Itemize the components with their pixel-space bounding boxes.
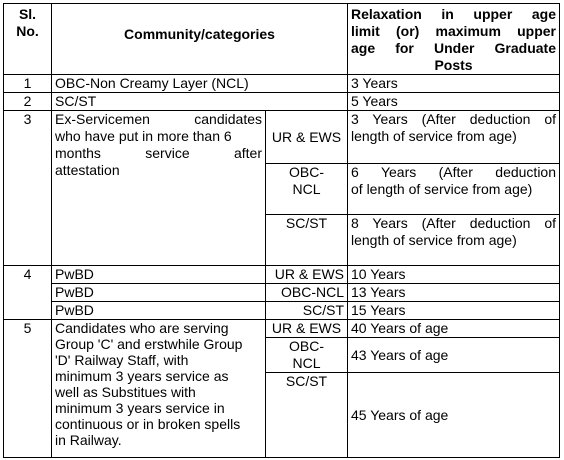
table-row: 5 Candidates who are serving Group 'C' a… — [3, 319, 560, 458]
row-subcategory: OBC- NCL — [265, 337, 348, 373]
row-community: PwBD — [51, 301, 266, 320]
row-relaxation: 45 Years of age — [347, 372, 560, 458]
row-subcategory: SC/ST — [265, 214, 348, 266]
row-subcategory: UR & EWS — [265, 265, 348, 284]
subcategory-line: OBC- — [289, 164, 324, 180]
header-relax-line3: age for Under Graduate — [351, 40, 556, 56]
row-community: OBC-Non Creamy Layer (NCL) — [51, 74, 348, 93]
row-relaxation: 3 Years — [347, 74, 560, 93]
community-line: Candidates who are serving — [55, 320, 229, 336]
relaxation-line: 8 Years (After deduction of — [351, 215, 556, 231]
subcategory-line: SC/ST — [285, 215, 328, 231]
row-subcategory: UR & EWS — [265, 319, 348, 338]
table-row: PwBD OBC-NCL 13 Years — [4, 283, 560, 302]
community-line: attestation — [55, 162, 120, 178]
relaxation-line: length of service from age) — [351, 232, 517, 248]
age-relaxation-table: Sl. No. Community/categories Relaxation … — [3, 3, 560, 458]
row-sl: 1 — [3, 74, 52, 93]
table-row: SC/ST 45 Years of age — [4, 372, 560, 458]
row-relaxation: 8 Years (After deduction of length of se… — [347, 214, 560, 266]
community-line: Ex-Servicemen candidates — [55, 111, 262, 127]
row-community: Ex-Servicemen candidates who have put in… — [51, 110, 266, 266]
community-line: minimum 3 years service in — [55, 400, 225, 416]
header-sl-no: Sl. No. — [3, 3, 52, 75]
subcategory-line: UR & EWS — [271, 320, 342, 336]
table-row: 3 Ex-Servicemen candidates who have put … — [3, 110, 560, 266]
header-sl-line2: No. — [16, 23, 39, 39]
table-row: OBC- NCL 43 Years of age — [4, 337, 560, 373]
community-line: in Railway. — [55, 432, 122, 448]
relaxation-line: length of service from age) — [351, 128, 517, 144]
community-line: minimum 3 years service as — [55, 368, 229, 384]
row-relaxation: 3 Years (After deduction of length of se… — [347, 110, 560, 164]
row-sl: 3 — [3, 110, 52, 266]
row-relaxation: 10 Years — [347, 265, 560, 284]
row-relaxation: 43 Years of age — [347, 337, 560, 373]
row-community: SC/ST — [51, 92, 348, 111]
table-row: OBC- NCL 6 Years (After deduction of len… — [4, 163, 560, 215]
header-relax-line1: Relaxation in upper age — [351, 6, 556, 22]
row-relaxation: 5 Years — [347, 92, 560, 111]
row-sl: 4 — [3, 265, 52, 320]
community-line: well as Substitues with — [55, 384, 196, 400]
community-line: 'D' Railway Staff, with — [55, 352, 189, 368]
subcategory-line: SC/ST — [285, 373, 328, 389]
relaxation-line: 6 Years (After deduction — [351, 164, 556, 180]
subcategory-line: OBC- — [289, 338, 324, 354]
table-row: 2 SC/ST 5 Years — [3, 92, 560, 111]
community-line: Group 'C' and erstwhile Group — [55, 336, 243, 352]
header-community: Community/categories — [51, 3, 348, 75]
row-sl: 2 — [3, 92, 52, 111]
community-line: months service after — [55, 145, 262, 161]
header-relaxation: Relaxation in upper age limit (or) maxim… — [347, 3, 560, 75]
row-subcategory: SC/ST — [265, 372, 348, 458]
subcategory-line: NCL — [292, 181, 321, 197]
subcategory-line: NCL — [292, 355, 321, 371]
age-relaxation-table-container: Sl. No. Community/categories Relaxation … — [3, 3, 560, 458]
header-relax-line2: limit (or) maximum upper — [351, 23, 556, 39]
relaxation-line: of length of service from age) — [351, 181, 533, 197]
community-line: continuous or in broken spells — [55, 416, 241, 432]
table-row: 1 OBC-Non Creamy Layer (NCL) 3 Years — [3, 74, 560, 93]
header-relax-line4: Posts — [434, 57, 473, 73]
row-community: Candidates who are serving Group 'C' and… — [51, 319, 266, 458]
row-subcategory: UR & EWS — [265, 110, 348, 164]
row-subcategory: SC/ST — [265, 301, 348, 320]
header-community-text: Community/categories — [124, 25, 275, 42]
header-sl-line1: Sl. — [18, 6, 37, 22]
row-community: PwBD — [51, 283, 266, 302]
row-subcategory: OBC-NCL — [265, 283, 348, 302]
community-line: who have put in more than 6 — [55, 128, 232, 144]
table-row: 4 PwBD UR & EWS 10 Years — [3, 265, 560, 320]
row-community: PwBD — [51, 265, 266, 284]
table-row: PwBD SC/ST 15 Years — [4, 301, 560, 320]
row-relaxation: 15 Years — [347, 301, 560, 320]
row-sl: 5 — [3, 319, 52, 458]
row-relaxation: 6 Years (After deduction of length of se… — [347, 163, 560, 215]
header-row: Sl. No. Community/categories Relaxation … — [3, 3, 560, 75]
row-relaxation: 13 Years — [347, 283, 560, 302]
subcategory-line: UR & EWS — [271, 128, 342, 145]
table-row: SC/ST 8 Years (After deduction of length… — [4, 214, 560, 266]
relaxation-line: 3 Years (After deduction of — [351, 111, 556, 127]
row-subcategory: OBC- NCL — [265, 163, 348, 215]
row-relaxation: 40 Years of age — [347, 319, 560, 338]
